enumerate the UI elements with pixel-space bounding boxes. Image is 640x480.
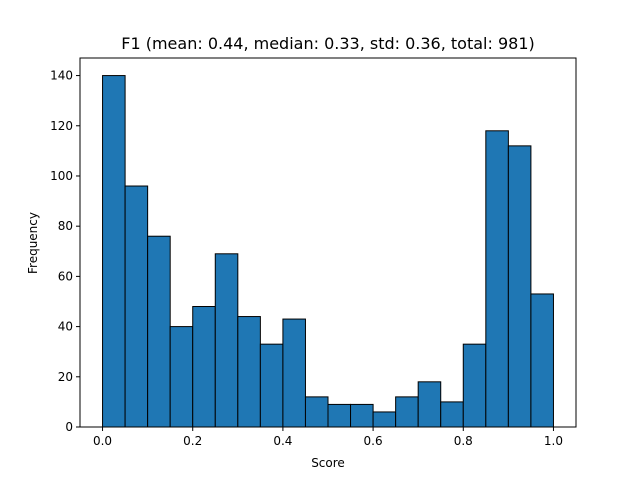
histogram-bar-7: [259, 343, 284, 428]
chart-title: F1 (mean: 0.44, median: 0.33, std: 0.36,…: [121, 34, 535, 53]
y-tick-label-2: 40: [58, 320, 73, 334]
histogram-bar-4: [192, 306, 216, 428]
histogram-bar-10: [327, 403, 352, 428]
histogram-bar-8: [282, 318, 306, 428]
bars-group: [102, 75, 554, 428]
y-tick-label-5: 100: [50, 169, 73, 183]
histogram-bar-19: [530, 293, 554, 428]
histogram-bar-17: [485, 130, 509, 428]
y-tick-label-0: 0: [65, 420, 73, 434]
x-axis-ticks: 0.0 0.2 0.4 0.6 0.8 1.0: [93, 427, 563, 448]
histogram-bar-0: [102, 75, 126, 428]
y-tick-label-4: 80: [58, 219, 73, 233]
histogram-bar-5: [214, 253, 239, 428]
y-tick-label-3: 60: [58, 269, 73, 283]
histogram-bar-18: [507, 145, 532, 428]
histogram-bar-3: [169, 326, 194, 428]
histogram-bar-9: [304, 396, 329, 428]
y-axis-label: Frequency: [26, 212, 40, 274]
histogram-bar-2: [147, 235, 171, 428]
x-tick-label-2: 0.4: [273, 434, 292, 448]
y-tick-label-7: 140: [50, 69, 73, 83]
histogram-bar-6: [237, 316, 261, 428]
x-axis-label: Score: [311, 456, 345, 470]
histogram-bar-13: [395, 396, 419, 428]
x-tick-label-3: 0.6: [364, 434, 383, 448]
histogram-bar-15: [440, 401, 464, 428]
histogram-bar-16: [462, 343, 487, 428]
histogram-bar-1: [124, 185, 149, 428]
x-tick-label-5: 1.0: [544, 434, 563, 448]
histogram-bar-11: [350, 403, 374, 428]
histogram-bar-12: [372, 411, 397, 428]
histogram-bar-14: [417, 381, 442, 428]
plot-area-frame: [79, 57, 577, 428]
y-axis-ticks: 0 20 40 60 80 100 120 140: [50, 69, 80, 434]
y-tick-label-6: 120: [50, 119, 73, 133]
x-tick-label-4: 0.8: [454, 434, 473, 448]
x-tick-label-0: 0.0: [93, 434, 112, 448]
y-tick-label-1: 20: [58, 370, 73, 384]
x-tick-label-1: 0.2: [183, 434, 202, 448]
